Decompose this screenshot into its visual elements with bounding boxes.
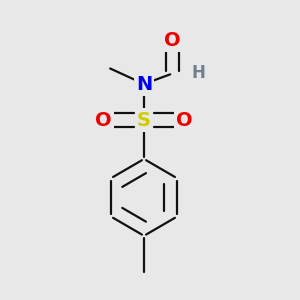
Text: N: N xyxy=(136,74,152,94)
Text: H: H xyxy=(191,64,205,82)
Text: O: O xyxy=(95,110,112,130)
Text: O: O xyxy=(164,31,181,50)
Text: S: S xyxy=(137,110,151,130)
Text: O: O xyxy=(176,110,193,130)
